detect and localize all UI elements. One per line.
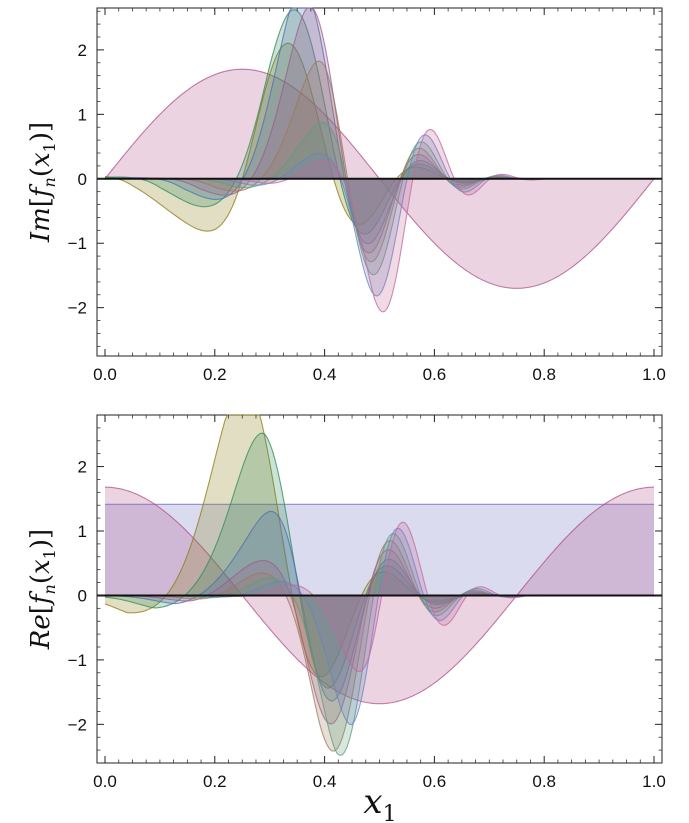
y-tick-label: 1 — [78, 522, 87, 541]
top-y-axis-title: Im[fn(x1)] — [26, 122, 59, 243]
x-tick-label: 0.0 — [93, 772, 117, 791]
x-axis-title: x1 — [363, 782, 396, 823]
y-tick-label: 1 — [78, 105, 87, 124]
bottom-ticks: 0.0 0.2 0.4 0.6 0.8 1.0 −2 −1 0 1 2 — [68, 415, 666, 791]
y-tick-label: 2 — [78, 458, 87, 477]
series-1-line — [104, 486, 655, 705]
series-2-fill — [105, 415, 654, 677]
series-4-fill — [105, 8, 654, 254]
x-tick-label: 0.8 — [532, 772, 556, 791]
x-tick-label: 0.6 — [423, 365, 447, 384]
series-3-fill — [105, 433, 654, 689]
real-part-panel: 0.0 0.2 0.4 0.6 0.8 1.0 −2 −1 0 1 2 Re[fn(x1)] x1 — [26, 414, 666, 823]
y-tick-label: 2 — [78, 41, 87, 60]
y-tick-label: −2 — [68, 299, 87, 318]
series-7-fill — [105, 134, 654, 296]
x-tick-label: 0.0 — [93, 365, 117, 384]
imaginary-part-panel: 0.0 0.2 0.4 0.6 0.8 1.0 −2 −1 0 1 2 Im[fn(x1)] — [26, 7, 666, 384]
series-0-fill — [105, 69, 654, 289]
y-tick-label: −1 — [68, 651, 87, 670]
series-6-fill — [105, 122, 654, 275]
x-tick-label: 0.2 — [203, 365, 227, 384]
x-tick-label: 0.4 — [313, 365, 337, 384]
x-tick-label: 0.2 — [203, 772, 227, 791]
series-5-fill — [105, 61, 654, 262]
y-tick-label: 0 — [78, 170, 87, 189]
series-1-fill — [105, 43, 654, 232]
series-4-fill — [105, 511, 654, 702]
y-tick-label: −2 — [68, 715, 87, 734]
bottom-y-axis-title: Re[fn(x1)] — [26, 529, 59, 650]
series-8-fill — [105, 129, 654, 312]
x-tick-label: 0.8 — [532, 365, 556, 384]
series-6-fill — [105, 540, 654, 752]
top-ticks: 0.0 0.2 0.4 0.6 0.8 1.0 −2 −1 0 1 2 — [68, 8, 666, 384]
series-9-fill — [105, 522, 654, 672]
y-tick-label: −1 — [68, 234, 87, 253]
series-0-fill — [105, 504, 654, 596]
x-tick-label: 0.6 — [423, 772, 447, 791]
y-tick-label: 0 — [78, 586, 87, 605]
x-tick-label: 1.0 — [642, 772, 666, 791]
series-3-fill — [105, 8, 654, 244]
series-5-fill — [105, 549, 654, 724]
x-tick-label: 1.0 — [642, 365, 666, 384]
x-tick-label: 0.4 — [313, 772, 337, 791]
top-plot-frame — [96, 7, 663, 357]
